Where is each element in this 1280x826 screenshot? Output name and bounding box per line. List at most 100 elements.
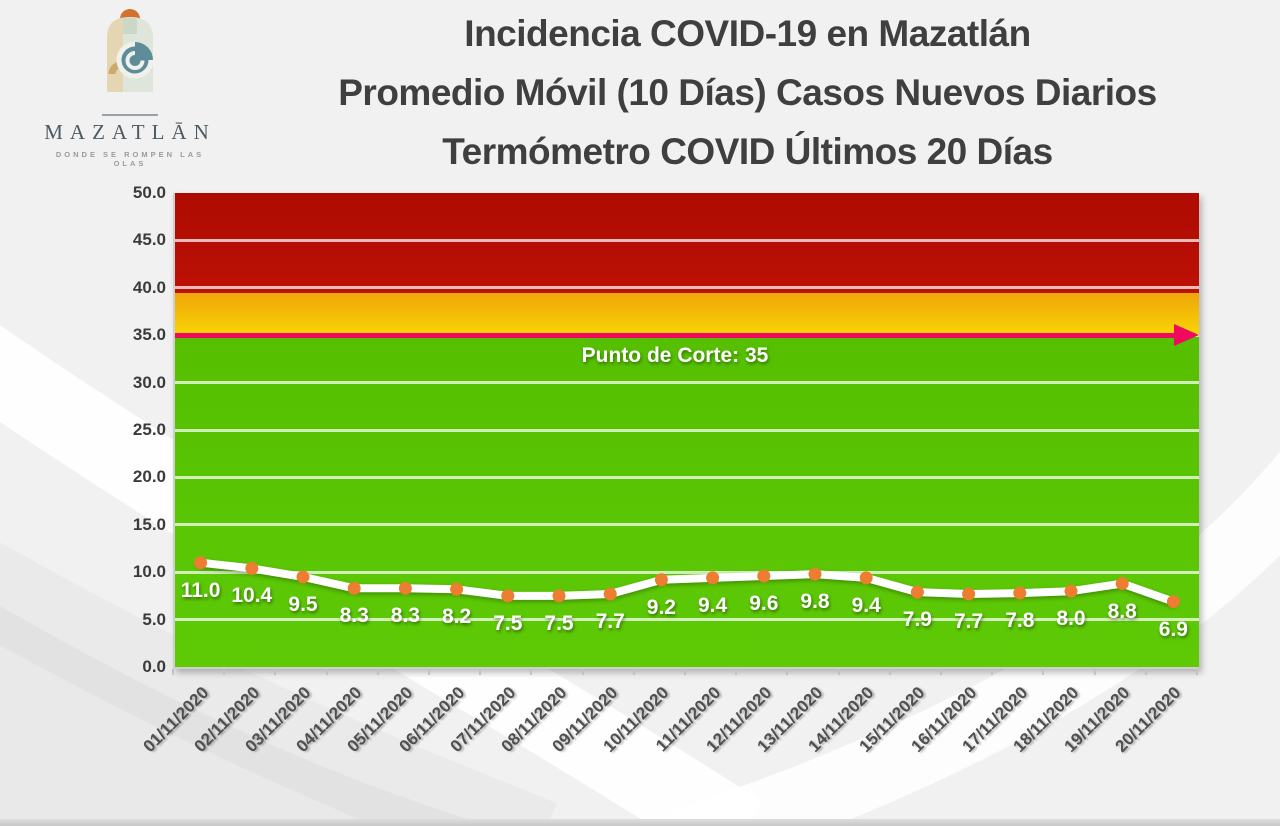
chart-title-line-2: Promedio Móvil (10 Días) Casos Nuevos Di…: [338, 72, 1157, 113]
x-axis-tick-mark: [325, 669, 328, 675]
data-point: [194, 556, 208, 570]
data-point-label: 7.9: [902, 608, 932, 632]
bottom-edge-bar: [0, 819, 1280, 826]
x-axis-tick-mark: [479, 669, 482, 675]
y-axis-tick-label: 0.0: [142, 657, 166, 676]
data-point: [654, 573, 668, 587]
cutoff-line: [175, 332, 1175, 338]
data-point: [552, 589, 566, 603]
trend-line-layer: [194, 556, 1180, 609]
data-point: [706, 571, 720, 585]
data-point-label: 9.5: [288, 592, 318, 616]
data-point: [347, 581, 361, 595]
data-point-label: 8.3: [390, 604, 420, 628]
band-yellow-warning-zone: [175, 292, 1199, 336]
data-point: [910, 585, 924, 599]
mazatlan-logo: MAZATLĀN DONDE SE ROMPEN LAS OLAS: [40, 8, 220, 173]
x-axis-tick-mark: [530, 669, 533, 675]
logo-tagline: DONDE SE ROMPEN LAS OLAS: [55, 150, 205, 168]
gridline-15.0: [175, 523, 1199, 527]
gridline-20.0: [175, 475, 1199, 479]
x-axis-tick-mark: [837, 669, 840, 675]
y-axis-tick-label: 20.0: [132, 467, 166, 487]
x-axis-tick-mark: [632, 669, 635, 675]
gridline-25.0: [175, 428, 1199, 432]
data-point: [603, 587, 617, 601]
data-point-label: 8.2: [441, 605, 472, 629]
gridline-30.0: [175, 381, 1199, 385]
data-point: [296, 570, 310, 584]
data-point-label: 11.0: [180, 578, 221, 602]
data-point: [757, 569, 771, 583]
data-point-label: 7.5: [493, 611, 523, 635]
data-point-label: 9.4: [851, 593, 881, 617]
data-point: [501, 589, 515, 603]
x-axis-tick-mark: [1093, 669, 1096, 675]
logo-brand-name: MAZATLĀN: [44, 120, 216, 144]
x-axis-tick-mark: [940, 669, 942, 675]
x-axis-tick-mark: [274, 669, 277, 675]
x-axis-tick-mark: [1144, 669, 1147, 675]
y-axis-tick-label: 30.0: [132, 372, 166, 392]
x-axis-tick-mark: [684, 669, 686, 675]
data-point-label: 8.0: [1056, 607, 1086, 631]
data-point-label: 7.7: [953, 610, 984, 633]
gridline-10.0: [175, 570, 1199, 574]
x-axis-tick-mark: [428, 669, 430, 675]
moving-average-line: [196, 558, 1178, 606]
data-point: [245, 561, 259, 575]
data-point-label: 9.4: [697, 593, 728, 617]
chart-title-line-3: Termómetro COVID Últimos 20 Días: [442, 131, 1053, 172]
data-point: [398, 581, 412, 595]
gridline-40.0: [175, 286, 1199, 290]
x-axis-tick-mark: [1196, 669, 1198, 675]
band-red-danger-zone: [175, 193, 1199, 293]
plot-area: Punto de Corte: 35 11.0 10.4 9.5 8.3 8.3 8.2 7…: [173, 193, 1199, 669]
y-axis-tick-label: 35.0: [132, 325, 166, 345]
x-axis-tick-mark: [991, 669, 994, 675]
data-point: [1064, 584, 1078, 598]
data-point: [1013, 586, 1027, 600]
band-green-safe-zone: [175, 335, 1199, 667]
x-axis-tick-mark: [888, 669, 891, 675]
x-axis-tick-mark: [581, 669, 584, 675]
gridline-45.0: [175, 238, 1199, 242]
data-point: [859, 571, 873, 585]
y-axis-tick-label: 50.0: [132, 183, 166, 202]
data-point-label: 8.3: [339, 604, 369, 628]
data-point-label: 9.2: [646, 595, 676, 619]
cutoff-annotation-label: Punto de Corte: 35: [581, 344, 769, 368]
data-point: [1115, 577, 1129, 591]
gridline-5.0: [175, 618, 1199, 622]
x-axis-tick-mark: [786, 669, 789, 675]
data-point: [1166, 595, 1180, 609]
cutoff-arrowhead-icon: [1174, 324, 1199, 347]
data-point: [450, 582, 464, 596]
data-point: [962, 587, 976, 601]
y-axis-tick-label: 5.0: [142, 609, 166, 629]
data-point-label: 9.8: [800, 590, 830, 614]
x-axis-tick-mark: [223, 669, 226, 675]
y-axis-tick-label: 10.0: [132, 562, 166, 582]
x-axis-tick-mark: [376, 669, 379, 675]
data-point-label: 10.4: [231, 584, 273, 608]
data-point-label: 6.9: [1158, 617, 1188, 641]
data-point: [808, 567, 822, 581]
seashell-sun-logo-icon: [107, 9, 154, 92]
data-point-label: 7.5: [544, 611, 574, 635]
y-axis-tick-label: 40.0: [132, 277, 166, 297]
data-point-label: 9.6: [749, 591, 779, 615]
x-axis-tick-mark: [1042, 669, 1045, 675]
x-axis-tick-mark: [172, 669, 174, 675]
data-point-label: 7.8: [1005, 609, 1035, 633]
data-point-label: 7.7: [595, 610, 625, 633]
chart-title-block: Incidencia COVID-19 en Mazatlán Promedio…: [215, 4, 1280, 181]
y-axis-tick-label: 25.0: [132, 420, 166, 439]
chart-title-line-1: Incidencia COVID-19 en Mazatlán: [464, 13, 1031, 54]
y-axis-tick-label: 15.0: [132, 514, 166, 534]
y-axis-tick-label: 45.0: [132, 230, 166, 250]
data-point-label: 8.8: [1107, 599, 1137, 623]
logo-divider: [102, 114, 158, 116]
